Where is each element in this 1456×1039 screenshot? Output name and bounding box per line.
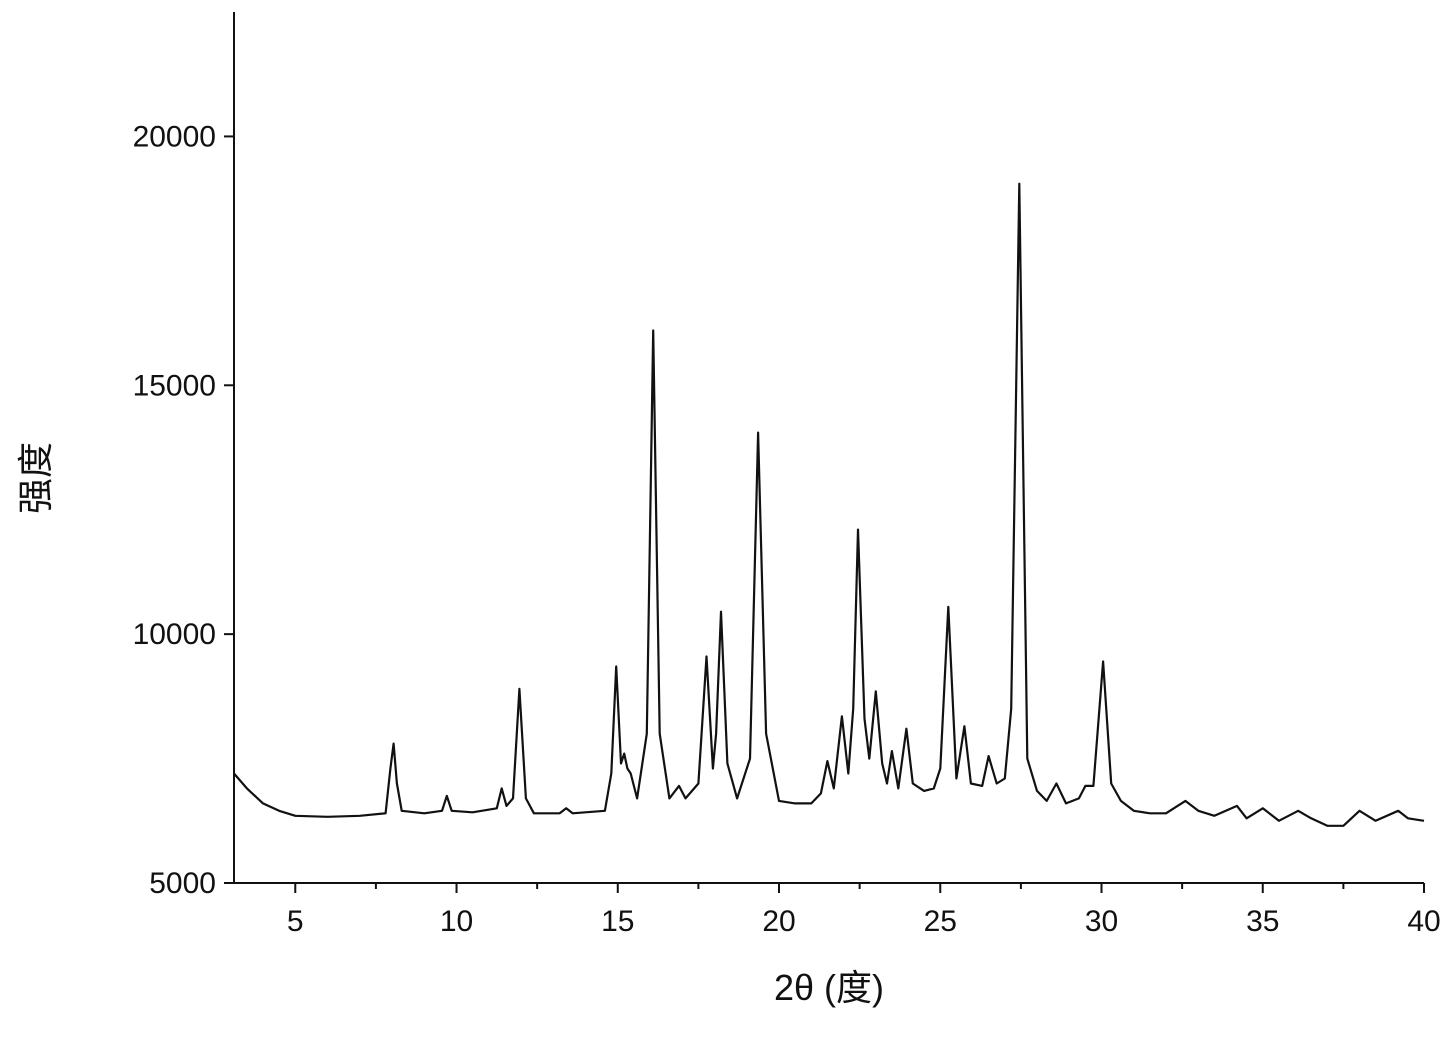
x-tick-label: 30 — [1085, 905, 1118, 938]
y-tick-label: 20000 — [133, 120, 216, 153]
y-tick-label: 10000 — [133, 618, 216, 651]
y-axis-title: 强度 — [15, 442, 56, 514]
data-line — [233, 182, 1425, 827]
y-tick-label: 5000 — [149, 867, 216, 900]
x-tick-label: 5 — [287, 905, 304, 938]
x-tick-label: 35 — [1246, 905, 1279, 938]
x-tick-label: 20 — [762, 905, 795, 938]
x-tick-label: 25 — [924, 905, 957, 938]
x-tick-label: 10 — [440, 905, 473, 938]
x-tick-label: 15 — [601, 905, 634, 938]
x-tick-label: 40 — [1407, 905, 1440, 938]
y-tick-label: 15000 — [133, 369, 216, 402]
x-axis-title: 2θ (度) — [774, 967, 884, 1008]
